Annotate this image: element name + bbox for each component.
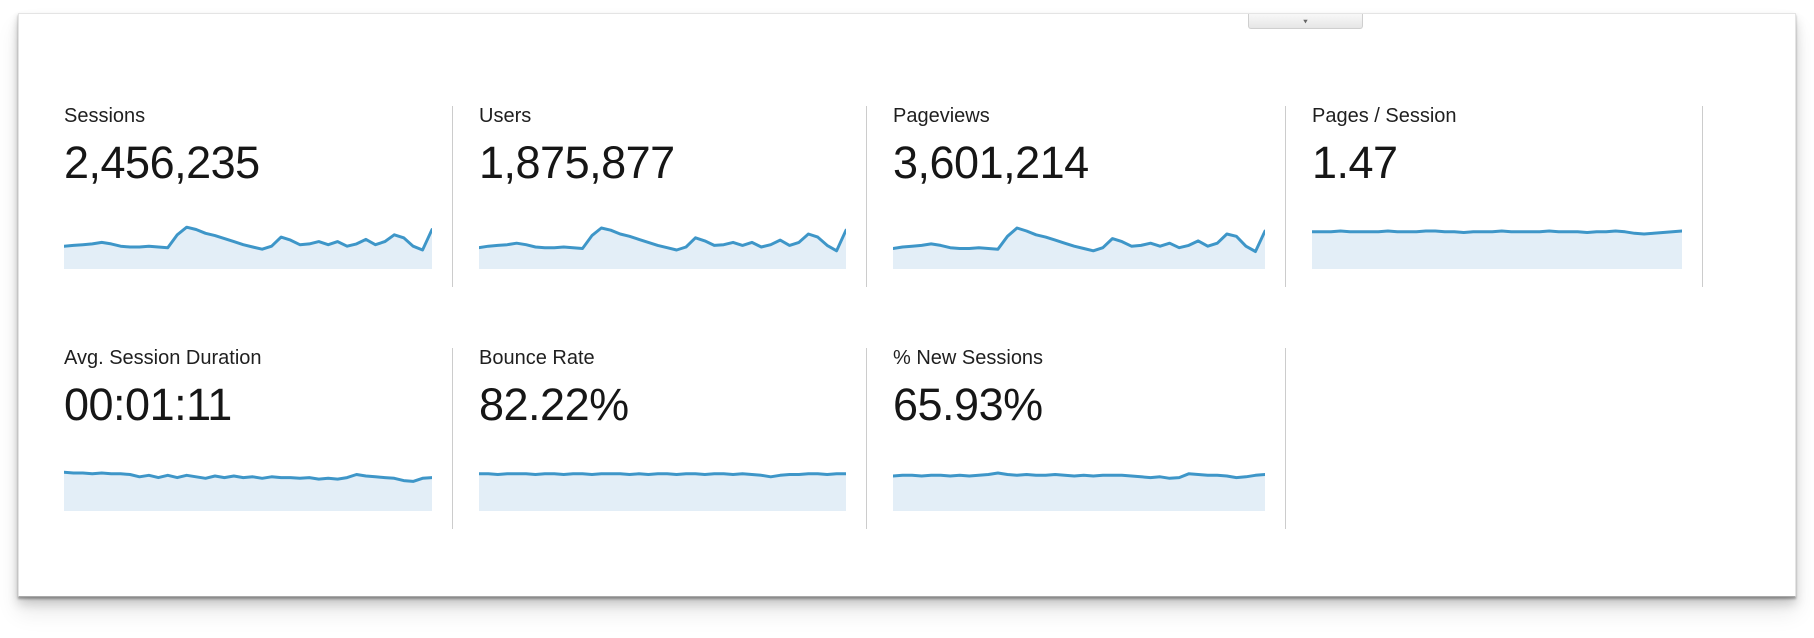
metrics-row-2: Avg. Session Duration 00:01:11 Bounce Ra… xyxy=(64,348,1703,529)
metrics-row-1: Sessions 2,456,235 Users 1,875,877 Pagev… xyxy=(64,106,1703,287)
metric-label: Pageviews xyxy=(893,105,990,127)
sparkline-chart xyxy=(479,472,846,511)
sparkline-chart xyxy=(64,470,432,511)
metric-label: Pages / Session xyxy=(1312,105,1457,127)
metric-label: Sessions xyxy=(64,105,146,127)
metric-card-sessions[interactable]: Sessions 2,456,235 xyxy=(64,106,453,287)
metric-value: 2,456,235 xyxy=(64,137,260,188)
collapse-graph-tab[interactable]: ▾ xyxy=(1248,14,1363,29)
sparkline-chart xyxy=(893,226,1265,269)
metric-value: 1.47 xyxy=(1312,137,1398,188)
metric-label: Avg. Session Duration xyxy=(64,347,262,369)
metric-card-users[interactable]: Users 1,875,877 xyxy=(453,106,867,287)
metric-label: Bounce Rate xyxy=(479,347,595,369)
metric-label: % New Sessions xyxy=(893,347,1044,369)
metric-card-pages-per-session[interactable]: Pages / Session 1.47 xyxy=(1286,106,1703,287)
metric-card-avg-session-duration[interactable]: Avg. Session Duration 00:01:11 xyxy=(64,348,453,529)
metric-value: 82.22% xyxy=(479,379,629,430)
sparkline-chart xyxy=(479,226,846,269)
metric-value: 3,601,214 xyxy=(893,137,1089,188)
metric-card-empty xyxy=(1286,348,1703,529)
sparkline-chart xyxy=(893,471,1265,511)
metric-value: 65.93% xyxy=(893,379,1043,430)
metrics-grid: Sessions 2,456,235 Users 1,875,877 Pagev… xyxy=(64,106,1703,529)
metric-card-pageviews[interactable]: Pageviews 3,601,214 xyxy=(867,106,1286,287)
scorecard-panel: ▾ Sessions 2,456,235 Users 1,875,877 Pag… xyxy=(18,13,1796,597)
metric-card-bounce-rate[interactable]: Bounce Rate 82.22% xyxy=(453,348,867,529)
metric-card-percent-new-sessions[interactable]: % New Sessions 65.93% xyxy=(867,348,1286,529)
metric-value: 00:01:11 xyxy=(64,379,232,430)
metric-label: Users xyxy=(479,105,532,127)
metric-value: 1,875,877 xyxy=(479,137,675,188)
chevron-down-icon: ▾ xyxy=(1303,16,1308,25)
sparkline-chart xyxy=(64,225,432,269)
sparkline-chart xyxy=(1312,229,1682,269)
